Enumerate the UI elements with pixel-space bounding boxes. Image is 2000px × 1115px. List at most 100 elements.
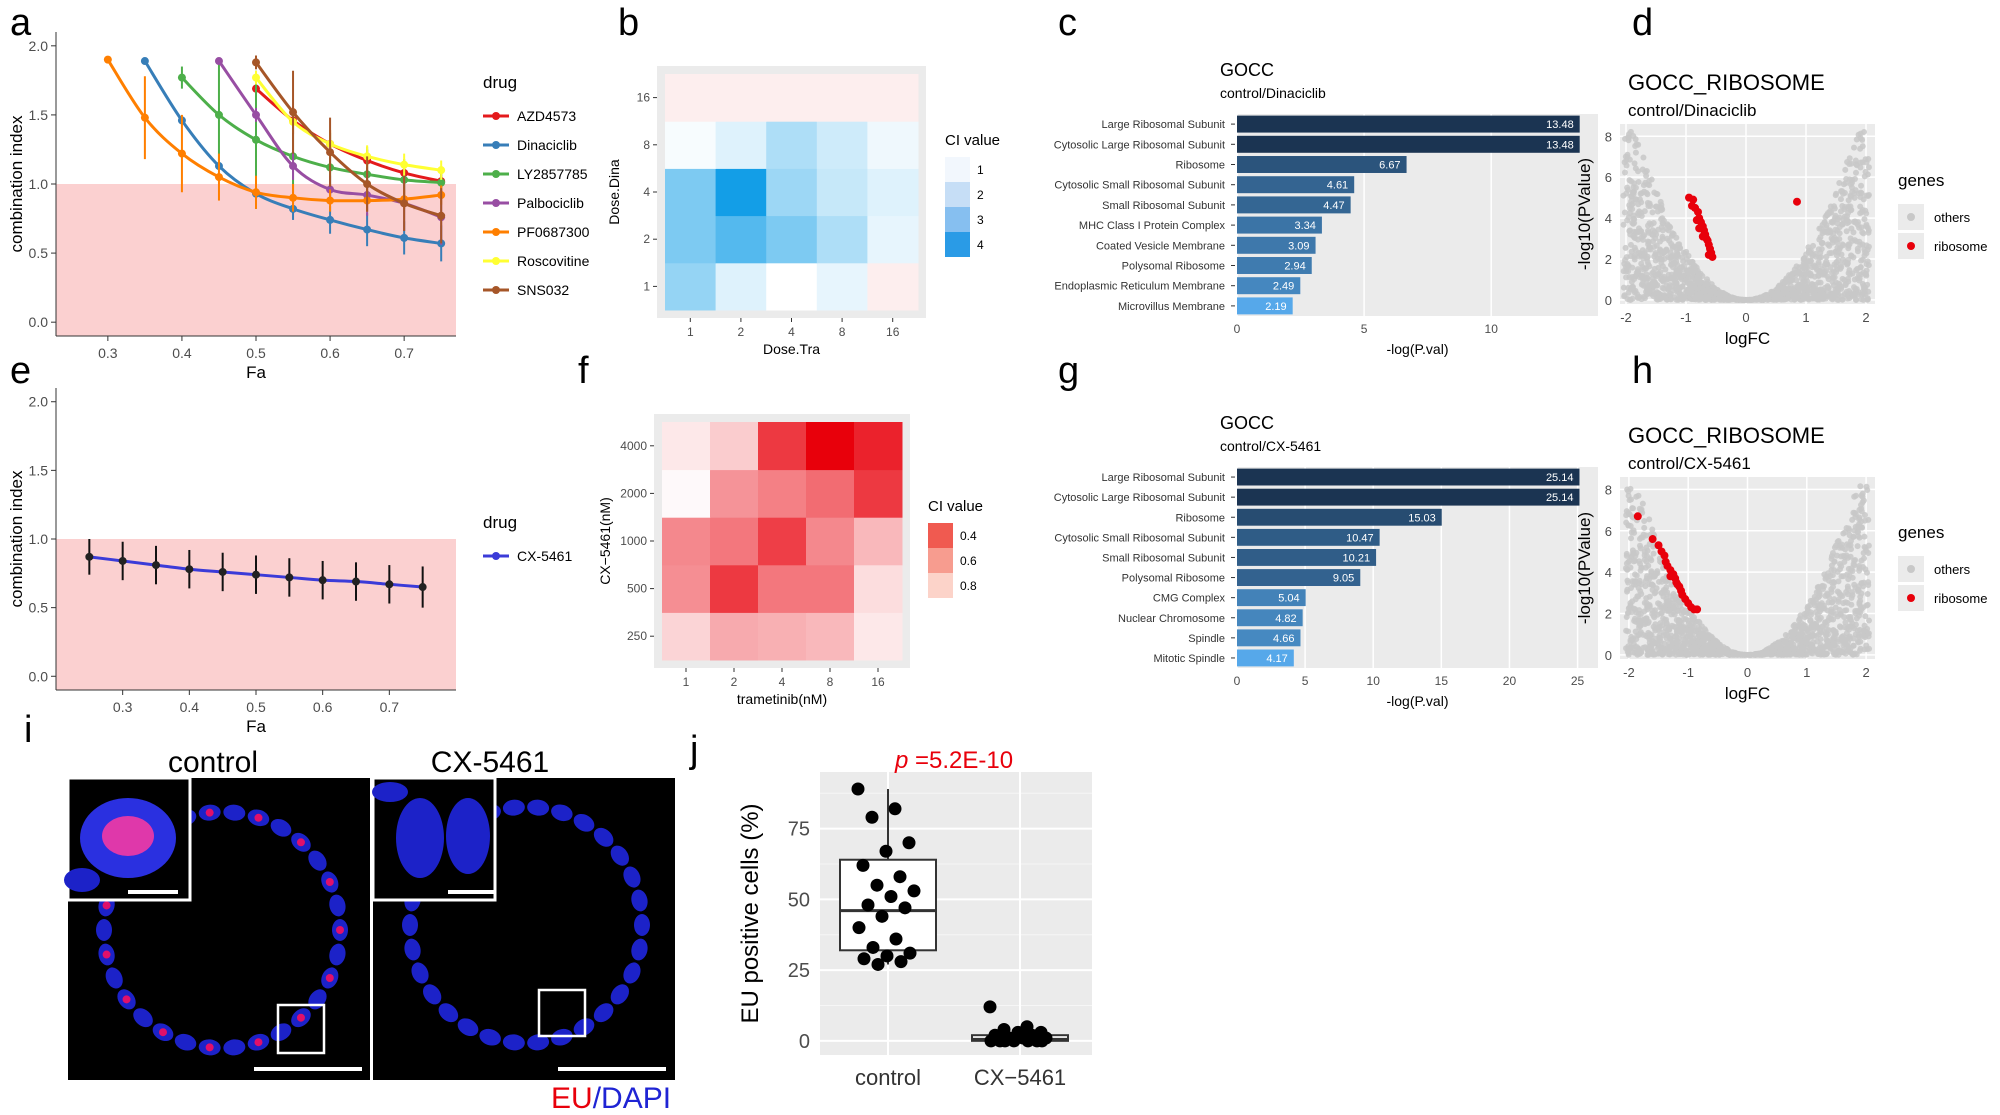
data-point <box>880 949 894 963</box>
x-tick-label: 0 <box>1744 665 1751 680</box>
eu-signal <box>122 995 131 1004</box>
series-point <box>152 561 160 570</box>
series-point <box>352 577 360 586</box>
bar-value-label: 5.04 <box>1278 593 1299 605</box>
gene-point <box>1841 277 1848 284</box>
gene-point <box>1680 293 1687 300</box>
heatmap-cell <box>662 612 711 661</box>
gene-point <box>1711 639 1718 646</box>
gene-point <box>1632 273 1639 280</box>
gene-point <box>1858 492 1865 499</box>
gene-point <box>1621 292 1628 299</box>
gene-point <box>1851 144 1858 151</box>
data-point <box>898 901 912 915</box>
y-tick-label: 1.5 <box>29 107 49 123</box>
gene-point <box>1807 272 1814 279</box>
bar-value-label: 6.67 <box>1379 160 1400 172</box>
gene-point <box>1815 272 1822 279</box>
gene-point <box>1701 645 1708 652</box>
legend-point <box>1907 594 1915 602</box>
gene-point <box>1837 244 1844 251</box>
gene-point <box>1836 214 1843 221</box>
x-tick-label: 8 <box>839 325 846 339</box>
gene-point <box>1863 242 1870 249</box>
gene-point <box>1692 645 1699 652</box>
gene-point <box>1837 261 1844 268</box>
gene-point <box>1635 294 1642 301</box>
gene-point <box>1856 563 1863 570</box>
gene-point <box>1793 263 1800 270</box>
legend-label: ribosome <box>1934 591 1987 606</box>
gene-point <box>1643 615 1650 622</box>
gene-point <box>1620 192 1627 199</box>
gene-point <box>1865 155 1872 162</box>
gene-point <box>1645 222 1652 229</box>
x-tick-label: 0 <box>1742 310 1749 325</box>
heatmap-cell <box>710 564 759 613</box>
gene-point <box>1637 507 1644 514</box>
ribosome-gene-point <box>1660 551 1669 560</box>
x-axis-title: logFC <box>1725 684 1770 703</box>
series-point <box>85 552 94 561</box>
bar <box>1237 257 1312 274</box>
gene-point <box>1866 645 1873 652</box>
gene-point <box>1851 176 1858 183</box>
gene-point <box>1635 492 1642 499</box>
panel-f-heatmap: 1 2 4 8 16 250 500 1000 2000 4000 trametinib(nM) CX… <box>597 414 983 707</box>
gene-point <box>1828 555 1835 562</box>
heatmap-cell <box>854 517 903 566</box>
gene-point <box>1771 295 1778 302</box>
category-label: Cytosolic Large Ribosomal Subunit <box>1054 492 1225 504</box>
series-point <box>437 211 446 220</box>
legend-label: others <box>1934 562 1971 577</box>
series-point <box>437 166 446 175</box>
gene-point <box>1629 188 1636 195</box>
series-point <box>385 580 394 589</box>
gene-point <box>1859 136 1866 143</box>
gene-point <box>1846 267 1853 274</box>
legend-swatch-point <box>492 199 500 207</box>
gene-point <box>1850 509 1857 516</box>
gene-point <box>1636 253 1643 260</box>
bar <box>1237 176 1355 194</box>
nucleus <box>223 804 246 821</box>
y-tick-label: 8 <box>1605 129 1612 144</box>
series-point <box>252 110 260 119</box>
heatmap-cell <box>816 121 868 169</box>
ribosome-gene-point <box>1793 197 1801 206</box>
gene-point <box>1635 178 1642 185</box>
ribosome-gene-point <box>1693 605 1702 614</box>
nucleus <box>270 818 292 837</box>
gene-point <box>1856 567 1863 574</box>
gene-point <box>1853 238 1860 245</box>
x-tick-label: 0.6 <box>320 345 340 361</box>
x-tick-label: 2 <box>1862 665 1869 680</box>
eu-signal <box>102 950 111 959</box>
gene-point <box>1843 607 1850 614</box>
gene-point <box>1638 581 1645 588</box>
gene-point <box>1848 565 1855 572</box>
gene-point <box>1645 246 1652 253</box>
eu-signal <box>296 1013 305 1022</box>
y-tick-label: 2000 <box>620 486 647 500</box>
gene-point <box>1813 286 1820 293</box>
gene-point <box>1627 644 1634 651</box>
gene-point <box>1808 633 1815 640</box>
y-tick-label: 2 <box>643 232 650 246</box>
gene-point <box>1653 289 1660 296</box>
panel-letter-c: c <box>1058 2 1077 44</box>
y-tick-label: 4 <box>1605 211 1612 226</box>
gene-point <box>1860 604 1867 611</box>
gene-point <box>1660 615 1667 622</box>
gene-point <box>1860 288 1867 295</box>
gene-point <box>1841 614 1848 621</box>
gene-point <box>1641 249 1648 256</box>
gene-point <box>1854 543 1861 550</box>
y-tick-label: 1.0 <box>29 176 49 192</box>
inset-nucleus <box>446 798 490 874</box>
gene-point <box>1670 274 1677 281</box>
gene-point <box>1695 618 1702 625</box>
cx5461-zoom-box <box>537 988 587 1038</box>
legend-swatch-point <box>492 112 500 120</box>
eu-signal <box>325 878 334 887</box>
